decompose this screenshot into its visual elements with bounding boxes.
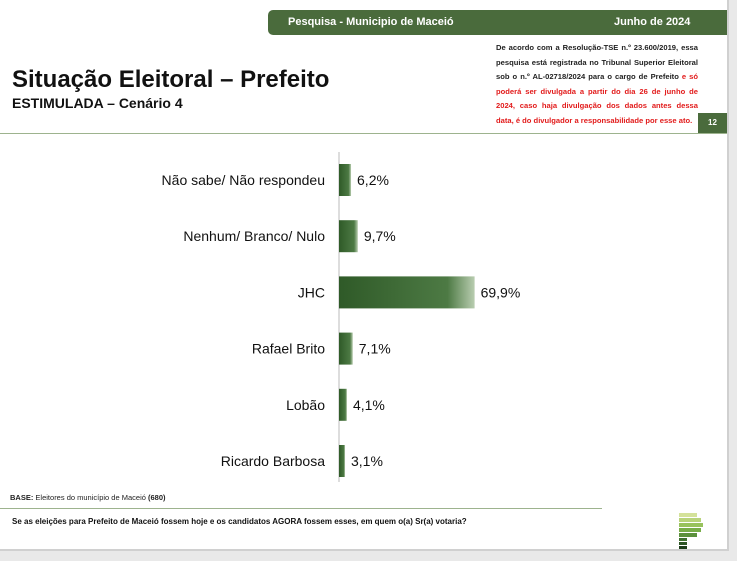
- bar-chart: Não sabe/ Não respondeu 6,2% Nenhum/ Branc…: [162, 152, 521, 482]
- category-label: Rafael Brito: [252, 341, 325, 357]
- value-label: 7,1%: [359, 341, 391, 357]
- category-label: Nenhum/ Branco/ Nulo: [183, 228, 325, 244]
- bar: [339, 445, 346, 477]
- bar: [339, 388, 347, 421]
- notice-text: De acordo com a Resolução-TSE n.º 23.600…: [496, 43, 698, 81]
- bar: [339, 164, 352, 196]
- notice-warning: e só poderá ser divulgada a partir do di…: [496, 72, 698, 125]
- survey-date: Junho de 2024: [614, 16, 691, 28]
- header-bar: Pesquisa - Municipio de Maceió Junho de …: [268, 10, 727, 35]
- bar: [339, 220, 358, 253]
- bar: [339, 332, 353, 365]
- page-subtitle: ESTIMULADA – Cenário 4: [12, 95, 183, 111]
- divider: [0, 508, 602, 509]
- company-logo: [679, 513, 703, 549]
- category-label: Ricardo Barbosa: [221, 453, 325, 469]
- base-text: Eleitores do município de Maceió: [33, 493, 148, 502]
- base-note: BASE: Eleitores do município de Maceió (…: [10, 493, 166, 502]
- category-label: Não sabe/ Não respondeu: [162, 172, 325, 188]
- value-label: 4,1%: [353, 397, 385, 413]
- legal-notice: De acordo com a Resolução-TSE n.º 23.600…: [496, 41, 698, 128]
- divider: [0, 133, 727, 134]
- bar: [339, 276, 475, 309]
- value-label: 6,2%: [357, 172, 389, 188]
- page-number: 12: [698, 113, 727, 133]
- page-title: Situação Eleitoral – Prefeito: [12, 66, 330, 93]
- category-label: JHC: [298, 284, 325, 300]
- value-label: 69,9%: [481, 284, 521, 300]
- category-label: Lobão: [286, 397, 325, 413]
- value-label: 9,7%: [364, 228, 396, 244]
- survey-question: Se as eleições para Prefeito de Maceió f…: [12, 517, 467, 526]
- value-label: 3,1%: [351, 453, 383, 469]
- survey-name: Pesquisa - Municipio de Maceió: [288, 16, 454, 28]
- base-count: (680): [148, 493, 166, 502]
- slide: Pesquisa - Municipio de Maceió Junho de …: [0, 0, 729, 551]
- base-label: BASE:: [10, 493, 34, 502]
